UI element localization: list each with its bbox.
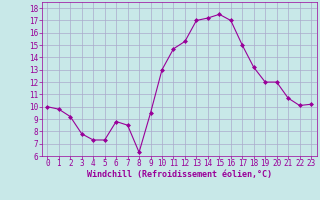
X-axis label: Windchill (Refroidissement éolien,°C): Windchill (Refroidissement éolien,°C) xyxy=(87,170,272,179)
